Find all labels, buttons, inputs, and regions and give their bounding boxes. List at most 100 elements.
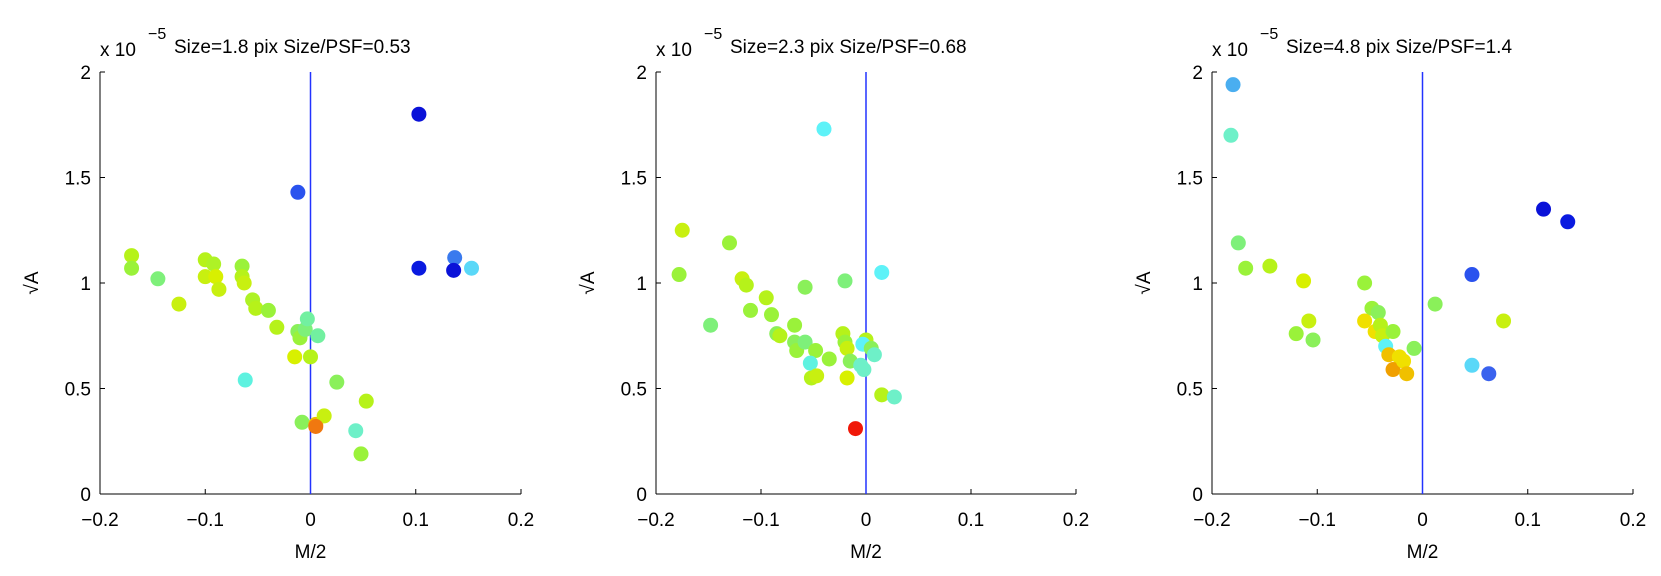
data-point (874, 387, 890, 403)
data-point (348, 423, 364, 439)
data-point (1396, 353, 1412, 369)
y-tick-label: 0 (80, 485, 91, 506)
data-point (1301, 313, 1317, 329)
x-axis-label: M/2 (1407, 542, 1439, 563)
data-point (1496, 313, 1512, 329)
scatter-panel-1: −0.2 −0.1 0 0.1 0.2 0 0.5 1 1.5 2 x 10 −5 Size=1.8 p… (22, 26, 534, 563)
data-point (839, 340, 855, 356)
chart-title: Size=1.8 pix Size/PSF=0.53 (174, 37, 411, 58)
data-point (411, 106, 427, 122)
data-point (738, 277, 754, 293)
data-point (1536, 201, 1552, 217)
data-point (353, 446, 369, 462)
x-tick-label: 0.2 (1620, 510, 1646, 531)
y-tick-label: 1 (636, 274, 647, 295)
x-tick-label: 0 (305, 510, 316, 531)
data-point (1481, 366, 1497, 382)
y-tick-label: 1 (1192, 274, 1203, 295)
x-tick-label: 0 (1417, 510, 1428, 531)
y-tick-label: 1.5 (65, 169, 91, 190)
data-point (874, 264, 890, 280)
data-point (703, 317, 719, 333)
y-axis-label: √A (1134, 271, 1155, 294)
data-point (197, 269, 213, 285)
data-point (1399, 366, 1415, 382)
data-point (237, 372, 253, 388)
scatter-panel-2: −0.2 −0.1 0 0.1 0.2 0 0.5 1 1.5 2 x 10 −5 Size=2.3 p… (578, 26, 1089, 563)
data-point (808, 343, 824, 359)
y-tick-label: 2 (636, 63, 647, 84)
data-point (299, 311, 315, 327)
data-point (234, 258, 250, 274)
x-axis-label: M/2 (850, 542, 882, 563)
data-point (464, 260, 480, 276)
data-point (411, 260, 427, 276)
x-axis-label: M/2 (295, 542, 327, 563)
data-point (211, 281, 227, 297)
data-point (674, 222, 690, 238)
data-point (236, 275, 252, 291)
data-point (171, 296, 187, 312)
data-point (743, 302, 758, 318)
x-tick-label: 0.1 (1515, 510, 1541, 531)
data-point (1464, 357, 1480, 373)
data-point (310, 328, 326, 344)
y-exponent-base: x 10 (1212, 40, 1248, 61)
x-tick-label: −0.1 (186, 510, 224, 531)
scatter-panel-3: −0.2 −0.1 0 0.1 0.2 0 0.5 1 1.5 2 x 10 −5 Size=4.8 p… (1134, 26, 1646, 563)
data-point (1223, 127, 1239, 143)
y-axis-label: √A (578, 271, 599, 294)
data-point (816, 121, 832, 137)
data-point (809, 368, 825, 384)
x-tick-label: −0.2 (1193, 510, 1231, 531)
y-exponent-power: −5 (148, 26, 166, 43)
x-tick-label: −0.1 (1298, 510, 1336, 531)
data-point (308, 418, 324, 434)
y-tick-label: 0.5 (621, 380, 647, 401)
data-point (758, 290, 774, 306)
data-point (1464, 267, 1480, 283)
data-point (1357, 313, 1373, 329)
data-point (208, 269, 224, 285)
data-point (446, 262, 462, 278)
data-point (848, 421, 863, 437)
data-point (821, 351, 837, 367)
y-tick-label: 0 (1192, 485, 1203, 506)
data-point (150, 271, 166, 287)
x-tick-label: −0.2 (637, 510, 675, 531)
data-point (124, 248, 140, 264)
data-point (260, 302, 276, 318)
x-tick-label: 0.1 (403, 510, 429, 531)
data-point (1305, 332, 1321, 348)
data-point (358, 393, 374, 409)
data-point (837, 273, 853, 289)
x-tick-label: 0.1 (958, 510, 984, 531)
y-tick-label: 2 (1192, 63, 1203, 84)
data-point (787, 317, 803, 333)
x-tick-label: 0.2 (1063, 510, 1089, 531)
chart-title: Size=2.3 pix Size/PSF=0.68 (730, 37, 967, 58)
data-point (797, 279, 813, 295)
data-point (764, 307, 779, 323)
y-exponent-power: −5 (1260, 26, 1278, 43)
data-point (1560, 214, 1576, 230)
y-axis-label: √A (22, 271, 43, 294)
data-point (1385, 362, 1401, 378)
data-point (316, 408, 332, 424)
data-point (1296, 273, 1312, 289)
data-point (1406, 340, 1422, 356)
x-tick-label: −0.2 (81, 510, 119, 531)
data-point (722, 235, 737, 251)
data-point (287, 349, 303, 365)
y-tick-label: 1.5 (1177, 169, 1203, 190)
data-point (797, 334, 813, 350)
data-point (1357, 275, 1373, 291)
data-point (886, 389, 902, 405)
y-tick-label: 0.5 (1177, 380, 1203, 401)
data-point (124, 260, 140, 276)
data-point (671, 267, 687, 283)
data-point (269, 319, 285, 335)
data-point (447, 250, 463, 266)
chart-title: Size=4.8 pix Size/PSF=1.4 (1286, 37, 1512, 58)
